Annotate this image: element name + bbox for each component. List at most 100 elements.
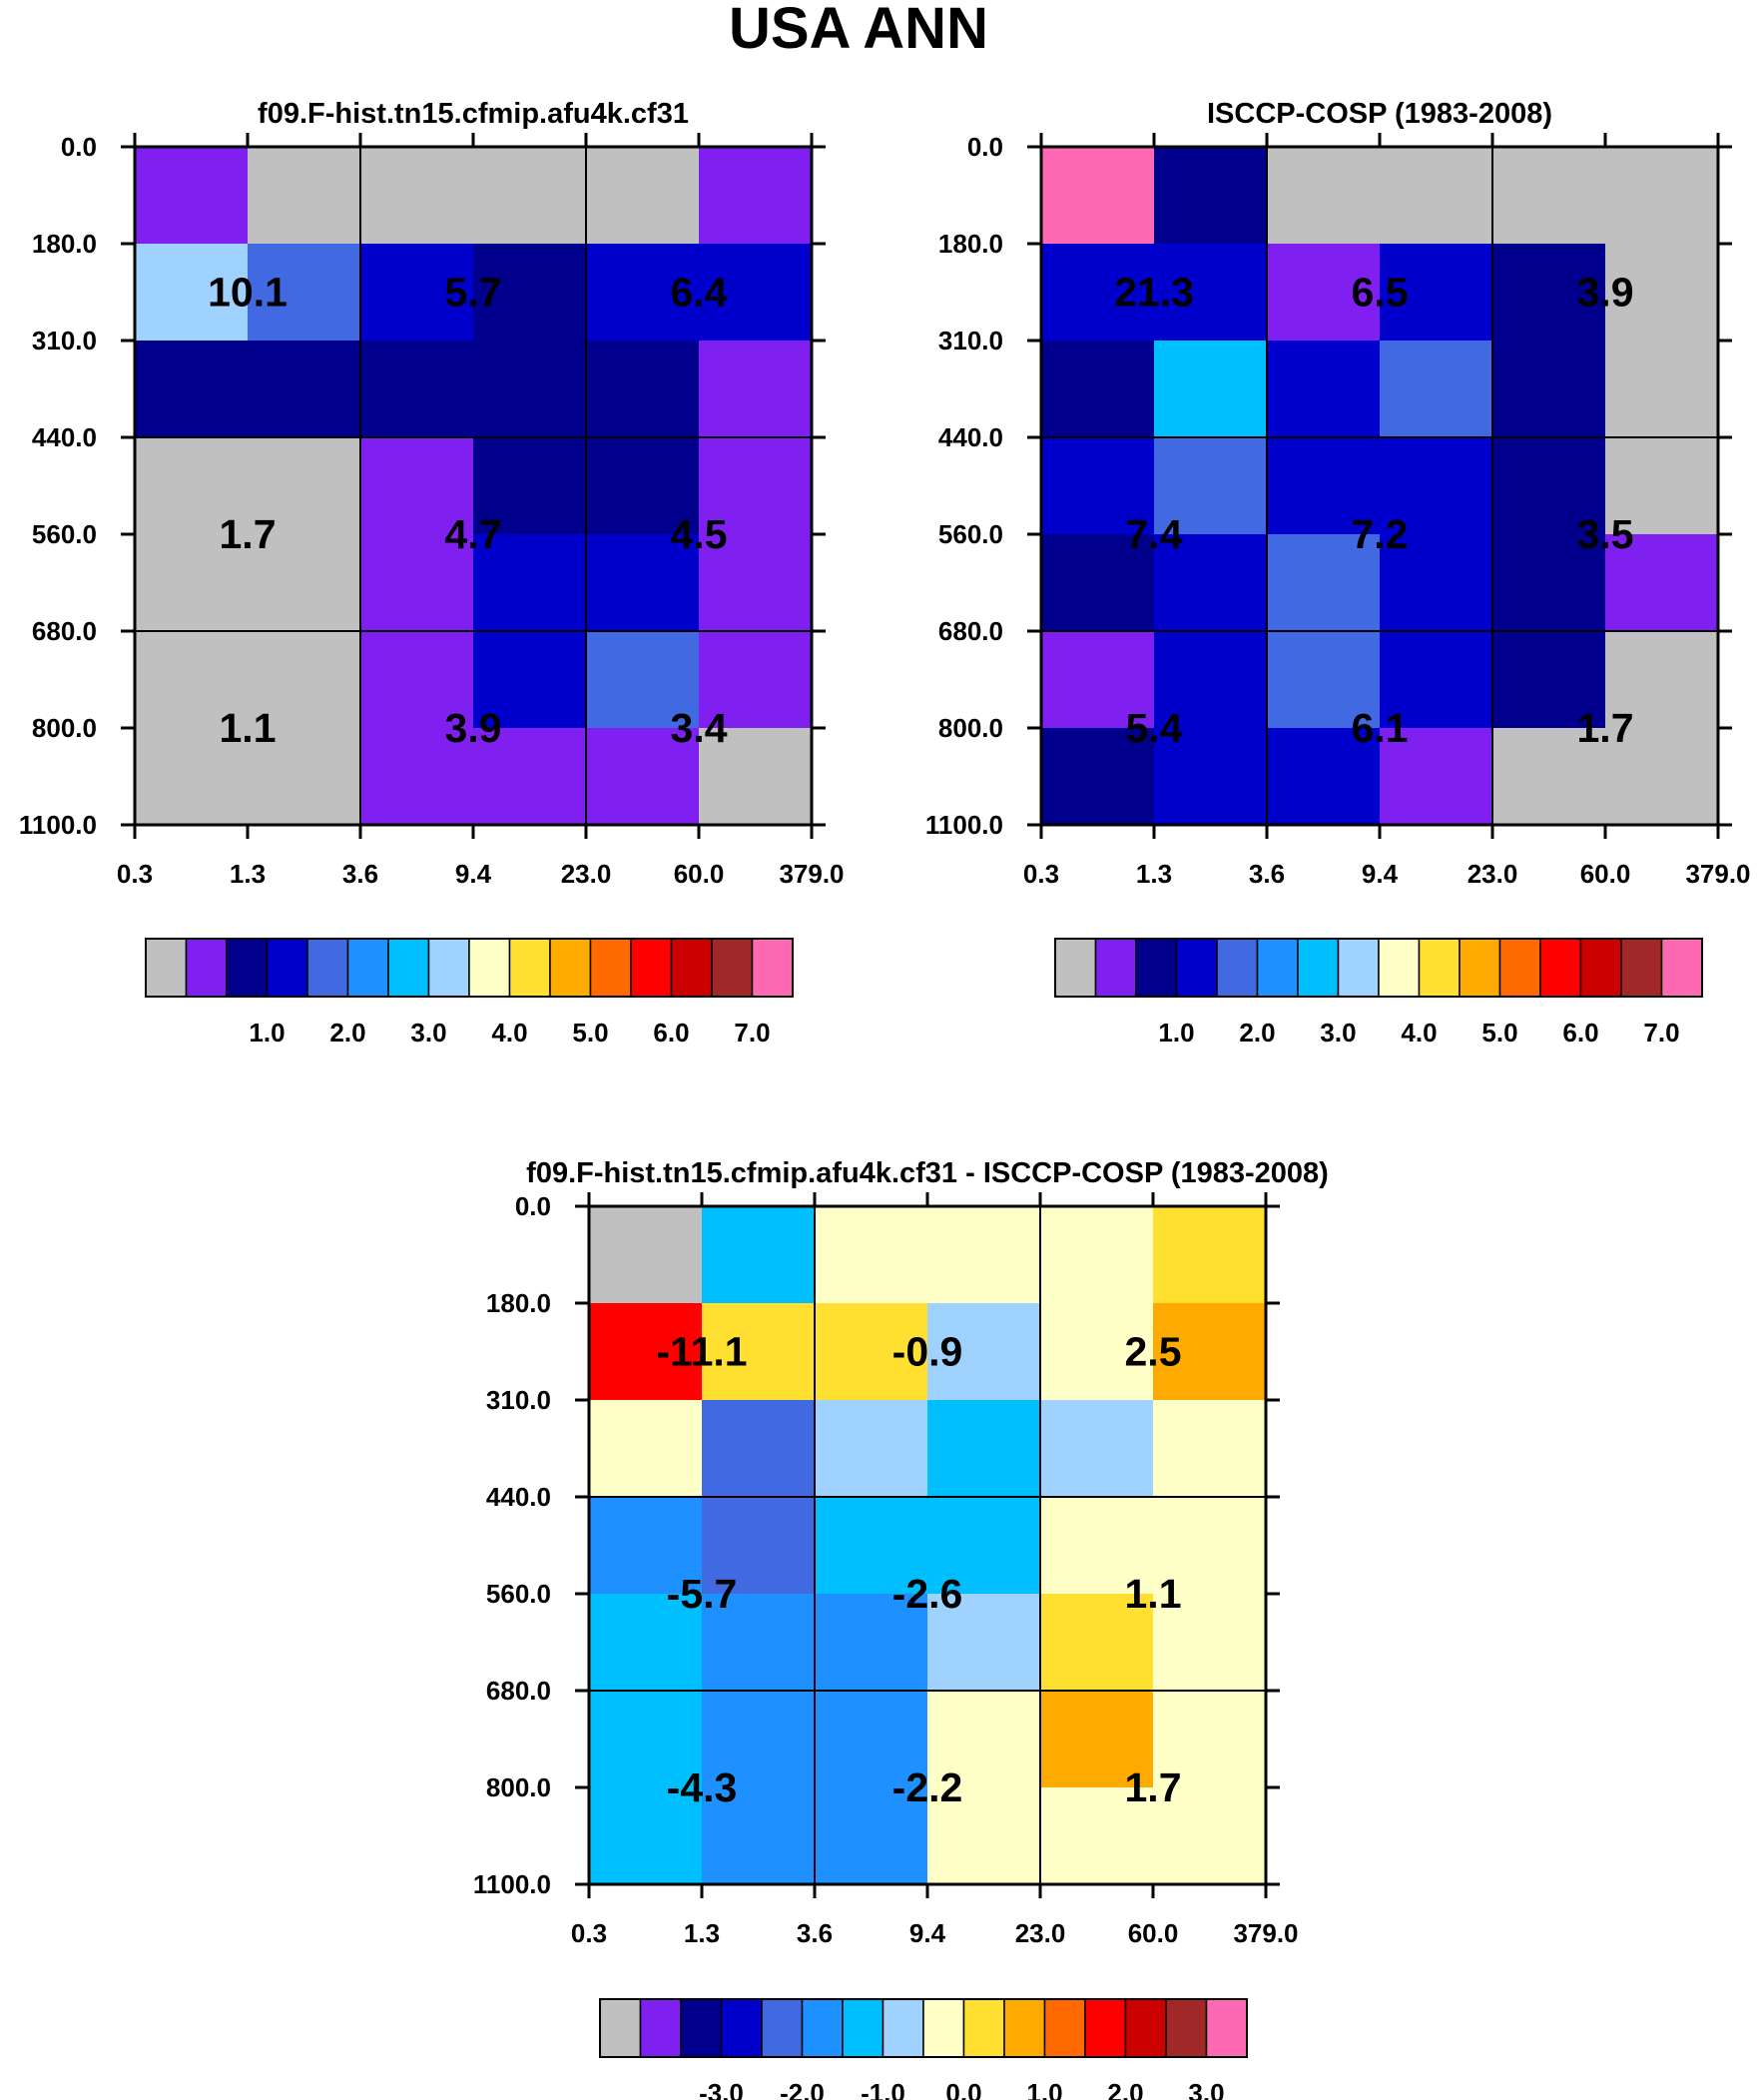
heatmap-cell bbox=[1380, 437, 1493, 535]
colorbar-box bbox=[1378, 938, 1421, 998]
heatmap-cell bbox=[927, 1206, 1041, 1304]
x-tick-label: 9.4 bbox=[1362, 859, 1399, 889]
block-value-label: 1.1 bbox=[1125, 1571, 1182, 1617]
heatmap-cell bbox=[248, 341, 361, 438]
colorbar-box bbox=[145, 938, 188, 998]
colorbar-frame bbox=[1054, 938, 1703, 998]
panel-title: f09.F-hist.tn15.cfmip.afu4k.cf31 bbox=[258, 98, 689, 130]
heatmap-cell bbox=[927, 1497, 1041, 1595]
heatmap-cell bbox=[135, 631, 249, 729]
heatmap-cell bbox=[586, 437, 700, 535]
heatmap-cell bbox=[586, 341, 700, 438]
colorbar-box bbox=[670, 938, 713, 998]
block-value-label: 7.4 bbox=[1126, 511, 1183, 557]
heatmap-cell bbox=[473, 534, 587, 632]
model-panel: f09.F-hist.tn15.cfmip.afu4k.cf31 0.3 1.3 3.… bbox=[19, 98, 845, 1048]
y-tick-label: 800.0 bbox=[32, 713, 97, 743]
heatmap-cell bbox=[1041, 534, 1155, 632]
heatmap-cell bbox=[473, 244, 587, 342]
heatmap-cell bbox=[586, 147, 700, 245]
colorbar-box bbox=[1165, 1998, 1208, 2058]
heatmap-cell bbox=[1267, 631, 1381, 729]
heatmap-cell bbox=[248, 147, 361, 245]
colorbar-box bbox=[1337, 938, 1380, 998]
y-tick-label: 680.0 bbox=[938, 616, 1003, 646]
heatmap-cell bbox=[1153, 1497, 1267, 1595]
x-tick-label: 9.4 bbox=[909, 1918, 946, 1948]
heatmap-cell bbox=[360, 437, 474, 535]
y-tick-label: 1100.0 bbox=[473, 1869, 551, 1899]
heatmap-cell bbox=[1380, 728, 1493, 826]
heatmap-cell bbox=[135, 437, 249, 535]
heatmap-cell bbox=[589, 1497, 703, 1595]
heatmap-cell bbox=[589, 1303, 703, 1401]
heatmap-cell bbox=[586, 534, 700, 632]
heatmap-cell bbox=[927, 1594, 1041, 1692]
colorbar-box bbox=[387, 938, 430, 998]
x-tick-label: 60.0 bbox=[674, 859, 725, 889]
heatmap-cell bbox=[1040, 1497, 1154, 1595]
heatmap-cell bbox=[1605, 631, 1719, 729]
heatmap-cell bbox=[135, 534, 249, 632]
colorbar-label: 3.0 bbox=[1320, 1018, 1356, 1048]
block-value-label: -0.9 bbox=[892, 1329, 963, 1375]
colorbar-box bbox=[306, 938, 349, 998]
colorbar-box bbox=[599, 1998, 642, 2058]
heatmap-cell bbox=[1605, 534, 1719, 632]
colorbar-label: 2.0 bbox=[329, 1018, 365, 1048]
heatmap-cell bbox=[702, 1497, 816, 1595]
x-tick-label: 3.6 bbox=[342, 859, 378, 889]
x-tick-label: 1.3 bbox=[684, 1918, 720, 1948]
heatmap-cell bbox=[1040, 1787, 1154, 1885]
block-value-label: 6.5 bbox=[1352, 270, 1409, 316]
colorbar-box bbox=[1498, 938, 1541, 998]
colorbar-box bbox=[842, 1998, 884, 2058]
heatmap-cell bbox=[1605, 341, 1719, 438]
x-tick-label: 60.0 bbox=[1128, 1918, 1179, 1948]
colorbar-box bbox=[1084, 1998, 1127, 2058]
heatmap-cell bbox=[815, 1594, 928, 1692]
colorbar-box bbox=[1297, 938, 1340, 998]
colorbar-box bbox=[761, 1998, 804, 2058]
heatmap-cell bbox=[815, 1497, 928, 1595]
colorbar-box bbox=[630, 938, 673, 998]
colorbar-box bbox=[226, 938, 269, 998]
colorbar-label: 2.0 bbox=[1239, 1018, 1275, 1048]
heatmap-cell bbox=[586, 728, 700, 826]
heatmap-cell bbox=[1605, 728, 1719, 826]
heatmap-cell bbox=[1153, 1787, 1267, 1885]
heatmap-cell bbox=[927, 1787, 1041, 1885]
colorbar-box bbox=[1579, 938, 1622, 998]
heatmap-cell bbox=[1154, 534, 1268, 632]
heatmap-cell bbox=[927, 1400, 1041, 1498]
heatmap-cell bbox=[360, 341, 474, 438]
colorbar-box bbox=[922, 1998, 965, 2058]
heatmap-cell bbox=[699, 631, 813, 729]
heatmap-cell bbox=[1040, 1691, 1154, 1788]
colorbar-frame bbox=[599, 1998, 1248, 2058]
block-value-label: 7.2 bbox=[1352, 511, 1409, 557]
block-value-label: -2.6 bbox=[892, 1571, 963, 1617]
block-value-label: 4.7 bbox=[445, 511, 502, 557]
colorbar-label: -1.0 bbox=[861, 2078, 905, 2100]
heatmap-cell bbox=[927, 1303, 1041, 1401]
colorbar-box bbox=[346, 938, 389, 998]
y-tick-label: 1100.0 bbox=[925, 810, 1003, 840]
heatmap-cell bbox=[135, 244, 249, 342]
heatmap-cell bbox=[248, 728, 361, 826]
colorbar-box bbox=[468, 938, 511, 998]
block-value-label: -11.1 bbox=[656, 1329, 747, 1375]
heatmap-cell bbox=[927, 1691, 1041, 1788]
block-value-label: 3.9 bbox=[1577, 270, 1634, 316]
x-tick-label: 379.0 bbox=[1233, 1918, 1298, 1948]
heatmap-cell bbox=[699, 534, 813, 632]
heatmap-cell bbox=[1605, 244, 1719, 342]
colorbar-box bbox=[1418, 938, 1461, 998]
y-tick-label: 440.0 bbox=[32, 422, 97, 452]
heatmap-cell bbox=[702, 1594, 816, 1692]
heatmap-cell bbox=[702, 1303, 816, 1401]
colorbar-box bbox=[1256, 938, 1299, 998]
y-tick-label: 310.0 bbox=[486, 1385, 551, 1415]
heatmap-cell bbox=[586, 631, 700, 729]
